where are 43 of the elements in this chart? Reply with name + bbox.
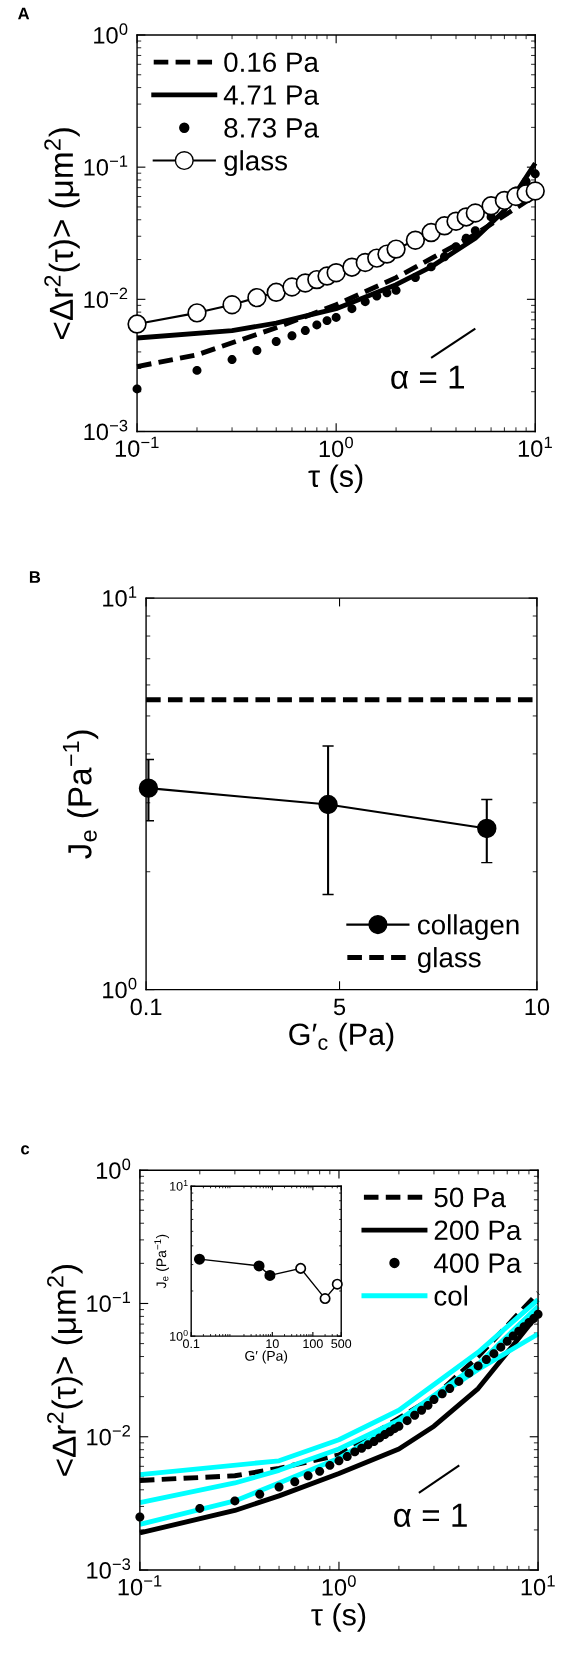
legend-label: 50 Pa (434, 1187, 506, 1208)
x-tick-label: 10$^{1}$ (518, 436, 552, 457)
x-axis-title: G′$_{c}$ (Pa) (289, 1022, 394, 1052)
y-tick-label: 10$^{0}$ (96, 1158, 131, 1179)
y-tick-label: 10$^{−1}$ (87, 1291, 131, 1313)
annotation: α = 1 (394, 1503, 467, 1528)
x-axis-title: τ (s) (308, 464, 363, 494)
chart-title: B (29, 571, 41, 583)
x-tick-label: 10$^{0}$ (319, 436, 353, 458)
x-tick-label: 0.1 (130, 998, 162, 1016)
y-axis-title: <Δr$^{2}$(τ)> (μm$^{2}$) (47, 1265, 83, 1476)
y-axis-title: J$_{e}$ (Pa$^{−1}$) (154, 1234, 170, 1289)
y-axis-title: J$_{e}$ (Pa$^{−1}$) (62, 730, 99, 859)
legend-label: col (434, 1285, 468, 1306)
legend-label: 0.16 Pa (224, 52, 319, 73)
y-tick-label: 10$^{0}$ (103, 977, 137, 999)
x-axis-title: G′ (Pa) (245, 1350, 288, 1364)
chart-title: A (18, 7, 30, 20)
y-tick-label: 10$^{1}$ (103, 586, 137, 607)
x-tick-label: 10$^{1}$ (521, 1575, 555, 1596)
x-axis-title: τ (s) (311, 1603, 366, 1632)
x-tick-label: 10 (266, 1339, 279, 1349)
x-tick-label: 500 (331, 1339, 352, 1349)
y-tick-label: 10$^{−2}$ (84, 287, 128, 309)
chart-title: c (21, 1145, 30, 1155)
x-tick-label: 100 (303, 1339, 323, 1349)
x-tick-label: 10 (525, 998, 550, 1016)
y-axis-title: <Δr$^{2}$(τ)> (μm$^{2}$) (44, 128, 80, 339)
legend-label: glass (417, 947, 481, 973)
legend-label: 400 Pa (433, 1253, 522, 1273)
y-tick-label: 10$^{−3}$ (84, 419, 128, 441)
x-tick-label: 10$^{0}$ (322, 1575, 356, 1596)
y-tick-label: 10$^{0}$ (94, 23, 128, 44)
x-tick-label: 0.1 (183, 1339, 200, 1349)
annotation: α = 1 (391, 365, 464, 389)
legend-label: 4.71 Pa (223, 85, 319, 105)
legend-label: 8.73 Pa (224, 118, 319, 138)
x-tick-label: 5 (333, 998, 346, 1016)
legend-label: 200 Pa (434, 1220, 522, 1241)
y-tick-label: 10$^{−2}$ (87, 1425, 130, 1446)
y-tick-label: 10$^{−1}$ (84, 155, 128, 176)
legend-label: collagen (417, 914, 519, 941)
legend-label: glass (224, 150, 288, 177)
